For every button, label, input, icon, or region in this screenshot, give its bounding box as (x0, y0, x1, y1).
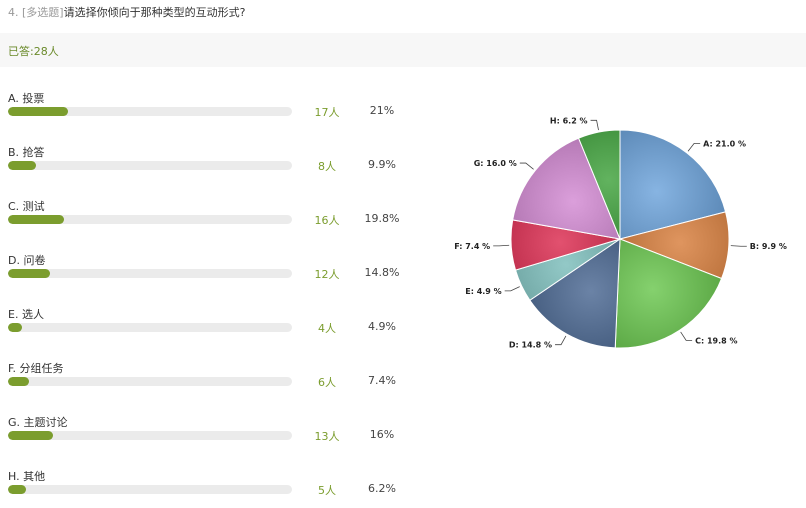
pie-slice-label: C: 19.8 % (695, 336, 737, 345)
progress-fill (8, 377, 30, 386)
progress-track (8, 269, 292, 278)
pie-leader-line (519, 162, 534, 170)
option-count: 6人 (318, 376, 336, 389)
option-percent: 19.8% (364, 212, 400, 225)
option-count: 12人 (314, 268, 340, 281)
option-label: G. 主题讨论 (8, 416, 68, 429)
option-percent: 9.9% (368, 158, 396, 171)
progress-track (8, 107, 292, 116)
option-label: C. 测试 (8, 200, 45, 213)
pie-leader-line (590, 119, 599, 131)
option-percent: 6.2% (368, 482, 396, 495)
option-label: F. 分组任务 (8, 362, 64, 375)
pie-slice (614, 238, 723, 349)
option-count: 17人 (314, 106, 340, 119)
option-percent: 14.8% (364, 266, 400, 279)
pie-slice-label: E: 4.9 % (465, 287, 501, 296)
option-count: 16人 (314, 214, 340, 227)
progress-fill (8, 107, 68, 116)
pie-slice-label: F: 7.4 % (454, 242, 490, 251)
option-label: H. 其他 (8, 470, 46, 483)
progress-fill (8, 485, 26, 494)
progress-track (8, 485, 292, 494)
question-number: 4. (8, 6, 19, 19)
option-label: B. 抢答 (8, 146, 45, 159)
pie-slice-label: G: 16.0 % (474, 159, 517, 168)
progress-fill (8, 161, 37, 170)
question-text: 请选择你倾向于那种类型的互动形式? (63, 6, 246, 19)
progress-track (8, 161, 292, 170)
pie-slice-label: D: 14.8 % (509, 341, 552, 350)
option-label: A. 投票 (8, 92, 45, 105)
option-row-a: A. 投票 17人 21% (8, 90, 408, 130)
option-count: 8人 (318, 160, 336, 173)
pie-leader-line (555, 335, 567, 346)
answered-summary: 已答:28人 (0, 33, 806, 67)
pie-leader-line (680, 331, 693, 341)
option-label: E. 选人 (8, 308, 44, 321)
pie-chart: A: 21.0 % B: 9.9 % C: 19.8 % D: 14.8 % E: 4.… (454, 116, 787, 350)
question-type-tag: [多选题] (22, 6, 64, 19)
option-label: D. 问卷 (8, 254, 46, 267)
option-row-e: E. 选人 4人 4.9% (8, 306, 408, 346)
progress-fill (8, 269, 51, 278)
progress-fill (8, 323, 22, 332)
pie-leader-line (504, 286, 520, 292)
option-count: 13人 (314, 430, 340, 443)
option-row-f: F. 分组任务 6人 7.4% (8, 360, 408, 400)
pie-slice-label: H: 6.2 % (550, 116, 588, 125)
pie-leader-line (730, 245, 747, 247)
question-title: 4. [多选题]请选择你倾向于那种类型的互动形式? (8, 4, 245, 20)
option-percent: 4.9% (368, 320, 396, 333)
option-row-g: G. 主题讨论 13人 16% (8, 414, 408, 454)
progress-fill (8, 431, 54, 440)
pie-slice (529, 238, 621, 349)
progress-track (8, 377, 292, 386)
option-percent: 16% (369, 428, 395, 441)
option-row-h: H. 其他 5人 6.2% (8, 468, 408, 508)
progress-track (8, 323, 292, 332)
pie-slice (577, 129, 621, 240)
pie-slice-label: B: 9.9 % (750, 242, 787, 251)
answered-count: 已答:28人 (8, 45, 59, 58)
option-percent: 21% (369, 104, 395, 117)
progress-track (8, 215, 292, 224)
option-row-d: D. 问卷 12人 14.8% (8, 252, 408, 292)
pie-leader-line (687, 142, 701, 152)
option-count: 5人 (318, 484, 336, 497)
option-row-b: B. 抢答 8人 9.9% (8, 144, 408, 184)
pie-slice-label: A: 21.0 % (703, 139, 746, 148)
option-percent: 7.4% (368, 374, 396, 387)
pie-slice (512, 137, 621, 240)
pie-slice (619, 129, 727, 240)
progress-track (8, 431, 292, 440)
option-row-c: C. 测试 16人 19.8% (8, 198, 408, 238)
pie-leader-line (493, 244, 510, 247)
option-count: 4人 (318, 322, 336, 335)
progress-fill (8, 215, 65, 224)
